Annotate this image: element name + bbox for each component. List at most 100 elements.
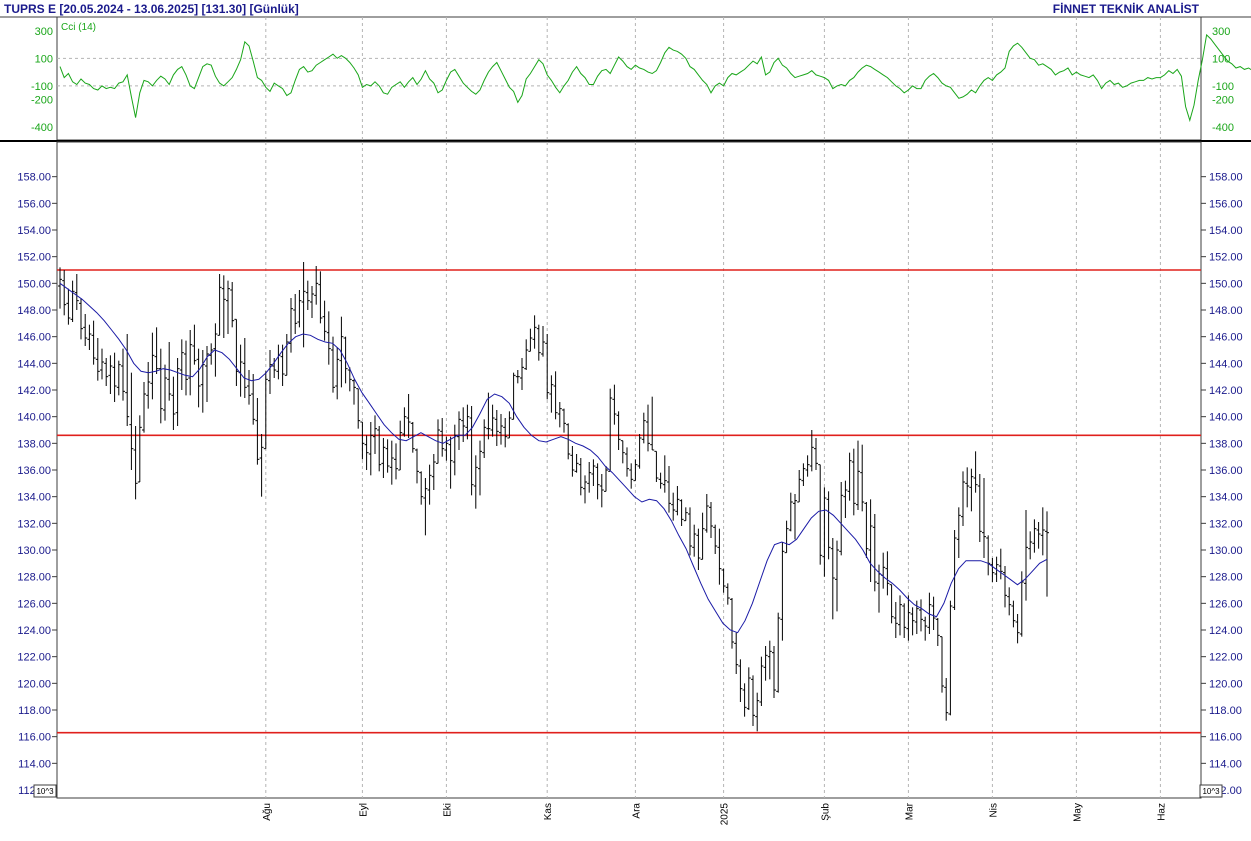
price-axis: 158.00 158.00 156.00 156.00 154.00 154.00 152.… xyxy=(17,172,1242,797)
price-bar-206 xyxy=(923,616,928,641)
price-bar-115 xyxy=(541,326,545,357)
price-bar-120 xyxy=(562,408,566,433)
price-bar-201 xyxy=(902,603,907,638)
month-label-2: Eki xyxy=(442,803,453,817)
price-bar-19 xyxy=(137,415,142,483)
cci-axis: 300 300 100 100 -100 -100 -200 -200 -400 -400 xyxy=(31,26,1234,134)
price-bar-119 xyxy=(557,402,562,428)
price-bar-7 xyxy=(87,324,92,350)
price-bar-25 xyxy=(163,364,167,421)
cci-tick-right-1: 100 xyxy=(1212,53,1230,65)
price-tick-left-3: 152.00 xyxy=(17,252,51,264)
price-bar-210 xyxy=(940,636,944,693)
price-bar-8 xyxy=(91,320,96,365)
price-bar-118 xyxy=(553,371,558,420)
price-bar-1 xyxy=(62,270,67,316)
price-tick-left-22: 114.00 xyxy=(18,758,51,770)
price-bar-70 xyxy=(352,379,356,405)
price-bar-63 xyxy=(322,300,327,341)
price-bar-231 xyxy=(1028,531,1033,560)
price-tick-right-5: 148.00 xyxy=(1209,305,1243,317)
price-bar-3 xyxy=(70,280,75,322)
price-bar-112 xyxy=(528,328,533,352)
price-bar-216 xyxy=(965,467,970,508)
price-bar-136 xyxy=(629,463,634,489)
price-bar-139 xyxy=(641,412,646,444)
price-bar-56 xyxy=(293,294,298,334)
price-bar-11 xyxy=(104,358,109,386)
instrument-title: TUPRS E [20.05.2024 - 13.06.2025] [131.3… xyxy=(4,2,299,16)
price-bar-123 xyxy=(574,454,579,473)
price-bar-177 xyxy=(801,463,806,486)
price-bar-190 xyxy=(856,440,860,510)
price-tick-left-0: 158.00 xyxy=(17,172,51,184)
price-bar-137 xyxy=(633,459,638,482)
price-bar-108 xyxy=(511,372,516,420)
price-bar-132 xyxy=(612,384,617,425)
price-bar-171 xyxy=(776,612,781,693)
price-bar-72 xyxy=(360,421,365,460)
price-bar-104 xyxy=(494,410,499,446)
price-bar-116 xyxy=(545,334,550,400)
price-bar-81 xyxy=(398,420,403,471)
price-bar-225 xyxy=(1003,566,1007,608)
price-bar-222 xyxy=(990,558,995,582)
price-bar-61 xyxy=(314,266,319,305)
price-bar-53 xyxy=(280,344,285,386)
price-bar-22 xyxy=(150,332,155,400)
price-bar-134 xyxy=(620,440,625,464)
price-tick-left-16: 126.00 xyxy=(17,598,51,610)
price-bar-211 xyxy=(944,678,949,721)
scale-badge-right: 10^3 xyxy=(1199,784,1223,798)
price-tick-right-20: 118.00 xyxy=(1209,705,1242,717)
price-bar-74 xyxy=(368,422,373,476)
price-bar-156 xyxy=(713,524,718,554)
price-bar-202 xyxy=(906,595,911,641)
price-bar-27 xyxy=(171,376,176,430)
chart-header: TUPRS E [20.05.2024 - 13.06.2025] [131.3… xyxy=(0,0,1251,17)
price-bar-126 xyxy=(587,462,592,493)
price-bar-155 xyxy=(709,502,713,538)
price-bar-228 xyxy=(1015,614,1020,644)
price-bar-163 xyxy=(742,683,747,717)
price-bar-87 xyxy=(423,478,428,536)
price-bar-45 xyxy=(247,370,251,405)
price-bar-40 xyxy=(226,280,230,334)
price-bar-157 xyxy=(717,528,722,585)
price-bar-172 xyxy=(780,542,785,641)
price-bar-48 xyxy=(259,434,264,497)
month-label-7: Mar xyxy=(904,802,915,820)
price-bar-140 xyxy=(646,404,650,452)
price-bar-60 xyxy=(310,286,314,318)
support-resistance-lines xyxy=(57,269,1201,734)
price-bar-102 xyxy=(486,392,491,440)
price-bar-46 xyxy=(251,374,256,425)
price-bar-109 xyxy=(515,370,520,384)
price-bar-208 xyxy=(931,596,936,630)
price-bar-82 xyxy=(402,407,407,437)
price-bar-110 xyxy=(520,358,524,390)
price-tick-left-12: 134.00 xyxy=(17,492,51,504)
price-bar-131 xyxy=(608,388,613,472)
price-bar-149 xyxy=(683,507,688,522)
price-tick-right-17: 124.00 xyxy=(1209,625,1243,637)
price-bar-93 xyxy=(448,436,453,489)
price-tick-right-0: 158.00 xyxy=(1209,172,1243,184)
month-label-9: May xyxy=(1072,803,1083,822)
price-bar-124 xyxy=(578,458,583,496)
price-bar-200 xyxy=(898,595,902,636)
cci-tick-left-4: -400 xyxy=(31,122,53,134)
price-bar-197 xyxy=(885,551,890,596)
price-bar-33 xyxy=(196,348,201,408)
price-bar-160 xyxy=(730,598,734,649)
month-label-3: Kas xyxy=(543,803,554,820)
month-label-4: Ara xyxy=(631,803,642,819)
month-label-10: Haz xyxy=(1156,803,1167,821)
price-bar-18 xyxy=(133,426,138,500)
price-bar-41 xyxy=(230,282,235,328)
price-tick-left-6: 146.00 xyxy=(17,332,51,344)
price-bar-50 xyxy=(268,350,272,394)
price-bar-89 xyxy=(431,454,436,490)
price-bar-212 xyxy=(948,600,953,716)
